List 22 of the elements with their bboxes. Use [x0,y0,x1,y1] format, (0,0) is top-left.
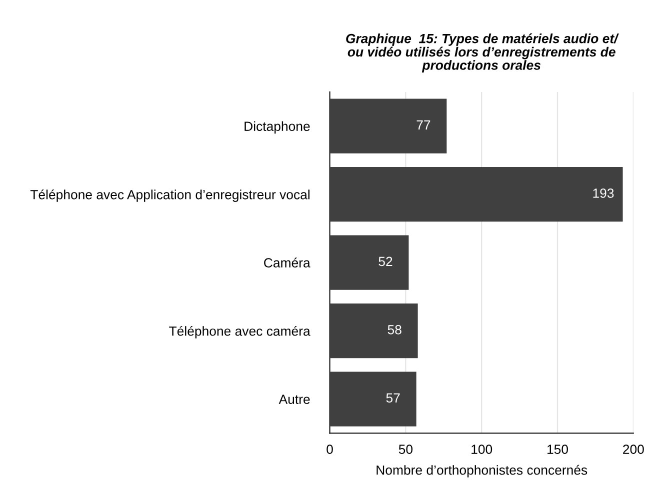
bar [330,235,409,290]
data-label: 52 [378,256,392,266]
x-tick-label: 200 [623,444,644,454]
x-axis-title: Nombre d’orthophonistes concernés [376,464,588,478]
x-tick-label: 100 [472,444,492,454]
x-tick-label: 0 [326,444,333,454]
y-tick-label: Autre [278,394,310,404]
bar [330,304,418,358]
data-label: 58 [388,325,402,334]
data-label: 77 [416,120,430,130]
y-tick-label: Caméra [264,258,310,268]
y-tick-label: Téléphone avec Application d’enregistreur vocal [30,189,310,202]
bar [330,372,416,426]
y-tick-label: Téléphone avec caméra [169,326,310,338]
data-label: 193 [593,188,614,198]
chart-title: Graphique 15: Types de matériels audio et/ ou vidéo utilisés lors d’enregistrements de productions orales [346,33,619,72]
x-tick-label: 150 [548,444,568,454]
x-tick-label: 50 [398,444,412,454]
bar [330,167,623,222]
y-tick-label: Dictaphone [244,121,310,134]
data-label: 57 [386,393,400,403]
bar [330,98,447,154]
